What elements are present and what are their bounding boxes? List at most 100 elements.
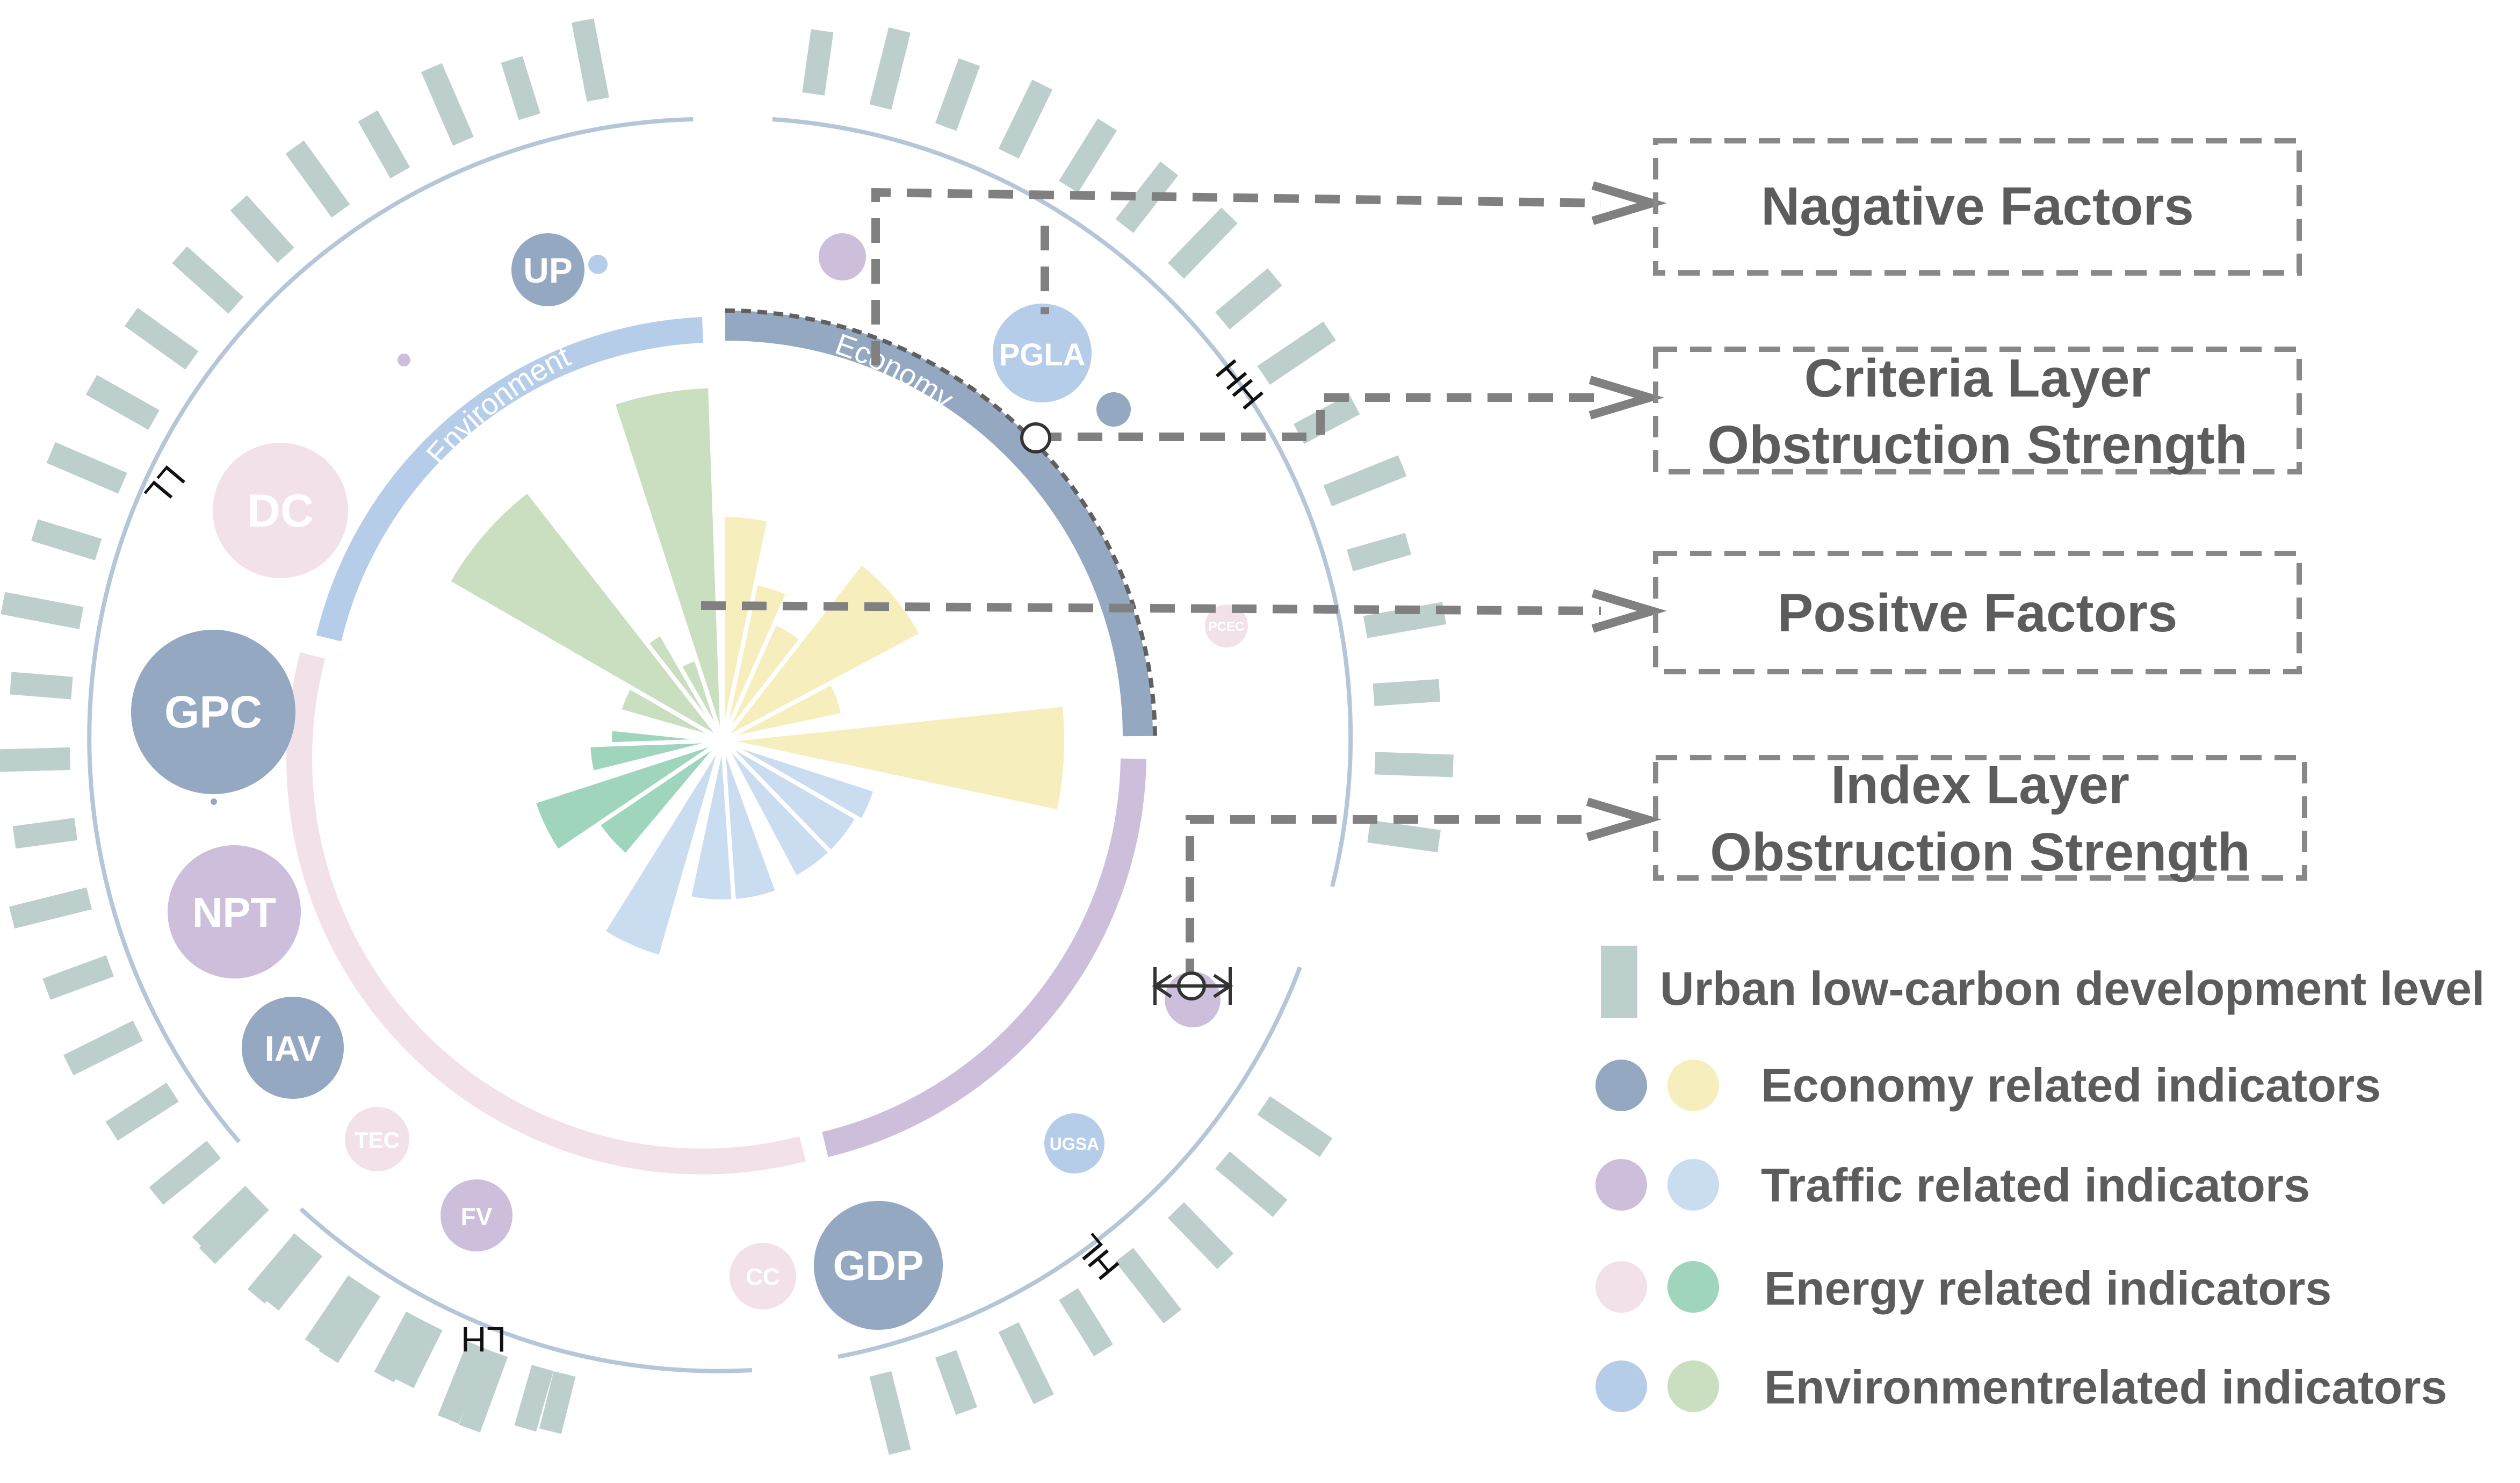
outer-bar	[539, 1371, 576, 1434]
radial-wedge	[586, 738, 723, 776]
radial-wedge	[600, 739, 725, 960]
bubble-label-fv: FV	[461, 1203, 493, 1230]
outer-bar	[230, 195, 294, 263]
outer-bar	[869, 27, 911, 110]
ring-arc-ll	[87, 117, 694, 1143]
bubble-dc	[213, 443, 348, 578]
radial-wedge	[445, 487, 725, 743]
criteria-ring	[286, 310, 1153, 1175]
label-negative: Nagative Factors	[1761, 176, 2194, 236]
legend-dot-energy-dark	[1595, 1261, 1647, 1313]
connectors	[701, 188, 1601, 983]
bubble-label-iav: IAV	[264, 1028, 321, 1068]
outer-bar	[1059, 118, 1117, 193]
bubble-tiny-purple	[398, 354, 410, 366]
radial-wedge	[531, 738, 724, 855]
callout-labels: Nagative Factors Criteria Layer Obstruct…	[1707, 176, 2250, 882]
legend-label-urban: Urban low-carbon development level	[1660, 962, 2485, 1015]
bubble-label-gpc: GPC	[164, 687, 262, 737]
bubble-label-pgla: PGLA	[999, 337, 1085, 372]
outer-bar	[358, 110, 410, 178]
bubble-label-pcec: PCEC	[1209, 620, 1245, 634]
bubble-up-small	[588, 255, 608, 274]
outer-bar	[421, 63, 474, 146]
bubble-label-ugsa: UGSA	[1050, 1134, 1099, 1154]
outer-bar	[305, 1275, 367, 1352]
outer-bar	[247, 1233, 312, 1304]
criteria-arc-energy	[286, 652, 806, 1175]
bubble-npt	[168, 845, 301, 978]
box-positive	[1653, 551, 2302, 674]
radial-wedge	[721, 679, 846, 743]
legend-label-traffic: Traffic related indicators	[1761, 1158, 2310, 1212]
criteria-dashed-outline	[725, 308, 1157, 737]
outer-bar	[9, 887, 92, 929]
outer-bar	[998, 80, 1053, 159]
bubble-label-cc: CC	[746, 1264, 780, 1290]
bubble-iav	[242, 997, 344, 1099]
bubble-label-gdp: GDP	[833, 1242, 923, 1289]
connector-criteria	[1037, 393, 1601, 441]
outer-bar	[514, 1365, 554, 1432]
legend-dot-traffic-light	[1667, 1159, 1719, 1211]
legend-dot-energy-light	[1667, 1261, 1719, 1313]
outer-bar	[172, 246, 244, 314]
outer-bar	[998, 1322, 1054, 1405]
radial-bar-chart	[445, 384, 1068, 960]
radial-wedge	[722, 702, 1068, 815]
criteria-marker	[1020, 422, 1051, 453]
outer-bar	[935, 58, 980, 131]
criteria-arc-environment	[316, 317, 704, 642]
outer-development-bars	[0, 18, 1454, 1455]
label-positive: Positve Factors	[1778, 583, 2178, 643]
legend-dot-economy-dark	[1595, 1060, 1647, 1111]
outer-bar	[85, 375, 160, 430]
outer-bar	[1374, 752, 1454, 778]
bubble-gpc	[131, 630, 295, 794]
outer-bar	[12, 818, 78, 849]
bubble-up	[511, 233, 584, 306]
bubble-pgla-small	[1096, 392, 1131, 427]
arrow-criteria	[1588, 376, 1664, 420]
outer-bar	[393, 1320, 443, 1388]
label-criteria-2: Obstruction Strength	[1707, 415, 2248, 475]
outer-bar	[1115, 1248, 1182, 1324]
arrow-index	[1586, 797, 1662, 841]
legend-dot-traffic-dark	[1595, 1159, 1647, 1211]
bubble-cc	[730, 1243, 796, 1309]
outer-bar	[571, 18, 609, 102]
outer-bar	[261, 1242, 323, 1311]
box-negative	[1653, 138, 2302, 276]
bubble-top-purple	[819, 233, 866, 280]
connector-index	[1186, 815, 1595, 983]
connector-negative	[871, 188, 1601, 365]
criteria-label-environment: Environment	[420, 339, 575, 471]
bubble-pgla	[993, 304, 1092, 402]
quadrant-label-hh: HH	[1208, 352, 1272, 417]
radial-wedge	[607, 726, 723, 747]
outer-bar	[10, 672, 73, 700]
outer-bar	[1167, 207, 1238, 279]
label-criteria-1: Criteria Layer	[1804, 348, 2151, 408]
outer-bar	[1215, 268, 1282, 330]
outer-bar	[1215, 1151, 1288, 1217]
legend-label-economy: Economy related indicators	[1761, 1059, 2381, 1112]
outer-bar	[935, 1350, 978, 1415]
outer-bar	[105, 1082, 179, 1141]
outer-bar	[1, 592, 84, 629]
outer-bar	[869, 1371, 911, 1455]
bubble-label-up: UP	[523, 250, 573, 290]
bubble-ugsa	[1044, 1113, 1104, 1174]
bubble-label-npt: NPT	[192, 889, 276, 936]
legend-dot-economy-light	[1667, 1060, 1719, 1111]
ring-arc-hl	[837, 966, 1302, 1359]
outer-bar	[1293, 394, 1360, 444]
connector-positive	[701, 601, 1601, 615]
outer-bar	[459, 1349, 508, 1432]
legend-label-environment: Environmentrelated indicators	[1764, 1360, 2447, 1414]
label-index-2: Obstruction Strength	[1710, 822, 2250, 882]
outer-bar	[1257, 321, 1336, 385]
box-criteria	[1653, 347, 2302, 474]
criteria-arc-traffic	[822, 758, 1146, 1157]
outer-bar	[1347, 532, 1412, 572]
